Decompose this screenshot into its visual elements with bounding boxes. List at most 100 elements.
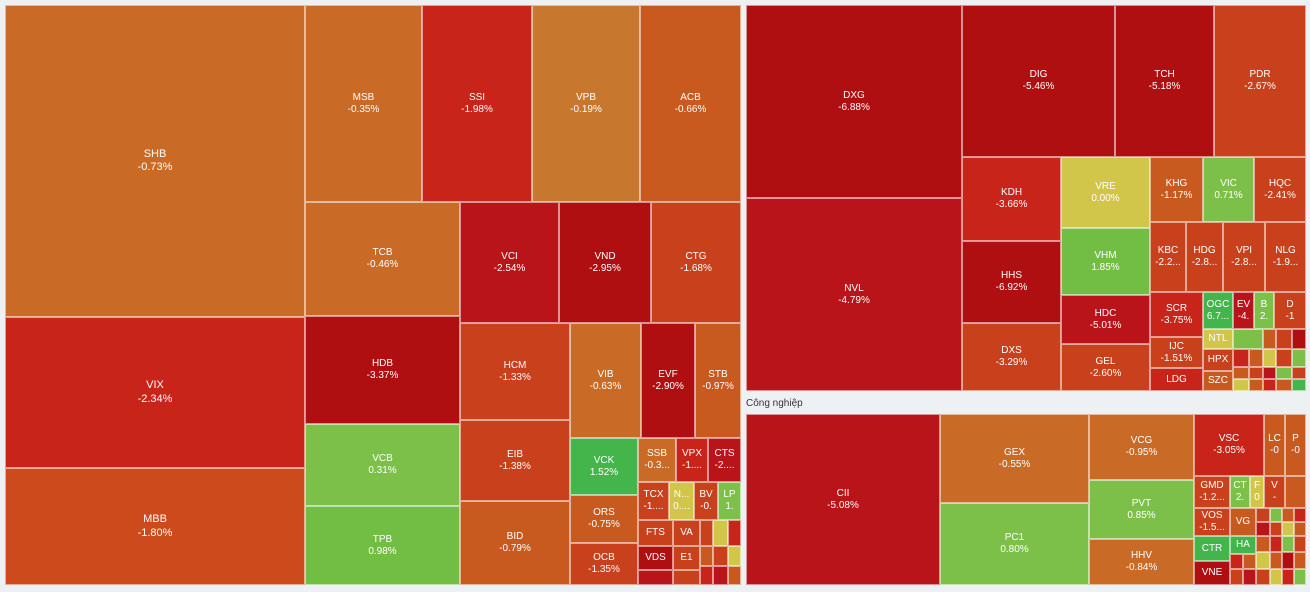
- tile-small[interactable]: [1285, 476, 1306, 508]
- tile-small[interactable]: [1263, 367, 1276, 379]
- tile-eib[interactable]: EIB -1.38%: [460, 420, 570, 501]
- tile-b[interactable]: B 2.: [1254, 292, 1274, 329]
- tile-dig[interactable]: DIG -5.46%: [962, 5, 1115, 157]
- tile-ijc[interactable]: IJC -1.51%: [1150, 337, 1203, 368]
- tile-small[interactable]: [1233, 367, 1249, 379]
- tile-ntl[interactable]: NTL: [1203, 329, 1233, 349]
- tile-small[interactable]: [1233, 379, 1249, 391]
- tile-small[interactable]: [1292, 379, 1306, 391]
- tile-stb[interactable]: STB -0.97%: [695, 323, 741, 438]
- tile-small[interactable]: [1276, 367, 1292, 379]
- tile-vib[interactable]: VIB -0.63%: [570, 323, 641, 438]
- tile-vnd[interactable]: VND -2.95%: [559, 202, 651, 323]
- tile-shb[interactable]: SHB -0.73%: [5, 5, 305, 317]
- tile-small[interactable]: [1282, 552, 1294, 569]
- tile-ocb[interactable]: OCB -1.35%: [570, 543, 638, 585]
- tile-nvl[interactable]: NVL -4.79%: [746, 198, 962, 391]
- tile-small[interactable]: [1256, 508, 1270, 522]
- tile-small[interactable]: [1263, 379, 1276, 391]
- tile-small[interactable]: [728, 520, 741, 546]
- tile-small[interactable]: [1294, 552, 1306, 569]
- tile-ct[interactable]: CT 2.: [1230, 476, 1250, 508]
- tile-hcm[interactable]: HCM -1.33%: [460, 323, 570, 420]
- tile-small[interactable]: [1230, 569, 1243, 585]
- tile-p[interactable]: P -0: [1285, 414, 1306, 476]
- tile-small[interactable]: [1292, 329, 1306, 349]
- tile-vpx[interactable]: VPX -1....: [676, 438, 708, 482]
- tile-vne[interactable]: VNE: [1194, 561, 1230, 585]
- tile-small[interactable]: [1249, 349, 1263, 367]
- tile-bv[interactable]: BV -0.: [694, 482, 718, 520]
- tile-n[interactable]: N... 0....: [669, 482, 694, 520]
- tile-vcg[interactable]: VCG -0.95%: [1089, 414, 1194, 480]
- tile-small[interactable]: [700, 546, 713, 566]
- tile-va[interactable]: VA: [673, 520, 700, 546]
- tile-small[interactable]: [1270, 552, 1282, 569]
- tile-tpb[interactable]: TPB 0.98%: [305, 506, 460, 585]
- tile-vcb[interactable]: VCB 0.31%: [305, 424, 460, 506]
- tile-small[interactable]: [1282, 569, 1294, 585]
- tile-scr[interactable]: SCR -3.75%: [1150, 292, 1203, 337]
- tile-cii[interactable]: CII -5.08%: [746, 414, 940, 585]
- tile-tch[interactable]: TCH -5.18%: [1115, 5, 1214, 157]
- tile-small[interactable]: [1294, 536, 1306, 552]
- tile-hpx[interactable]: HPX: [1203, 349, 1233, 371]
- tile-e1[interactable]: E1: [673, 546, 700, 570]
- tile-small[interactable]: [700, 520, 713, 546]
- tile-small[interactable]: [1249, 367, 1263, 379]
- tile-hqc[interactable]: HQC -2.41%: [1254, 157, 1306, 222]
- tile-small[interactable]: [1256, 536, 1270, 552]
- tile-ogc[interactable]: OGC 6.7...: [1203, 292, 1233, 329]
- tile-msb[interactable]: MSB -0.35%: [305, 5, 422, 202]
- tile-small[interactable]: [1292, 367, 1306, 379]
- tile-small[interactable]: [1276, 329, 1292, 349]
- tile-acb[interactable]: ACB -0.66%: [640, 5, 741, 202]
- tile-bid[interactable]: BID -0.79%: [460, 501, 570, 585]
- tile-dxs[interactable]: DXS -3.29%: [962, 323, 1061, 391]
- tile-vix[interactable]: VIX -2.34%: [5, 317, 305, 468]
- tile-d[interactable]: D -1: [1274, 292, 1306, 329]
- tile-kdh[interactable]: KDH -3.66%: [962, 157, 1061, 241]
- tile-ev[interactable]: EV -4.: [1233, 292, 1254, 329]
- tile-pvt[interactable]: PVT 0.85%: [1089, 480, 1194, 539]
- tile-ssi[interactable]: SSI -1.98%: [422, 5, 532, 202]
- tile-hhv[interactable]: HHV -0.84%: [1089, 539, 1194, 585]
- tile-hdb[interactable]: HDB -3.37%: [305, 316, 460, 424]
- tile-vsc[interactable]: VSC -3.05%: [1194, 414, 1264, 476]
- tile-small[interactable]: [1233, 349, 1249, 367]
- tile-small[interactable]: [700, 566, 713, 585]
- tile-dxg[interactable]: DXG -6.88%: [746, 5, 962, 198]
- tile-small[interactable]: [1292, 349, 1306, 367]
- tile-small[interactable]: [1276, 379, 1292, 391]
- tile-ssb[interactable]: SSB -0.3...: [638, 438, 676, 482]
- tile-small[interactable]: [713, 566, 728, 585]
- tile-small[interactable]: [1294, 569, 1306, 585]
- tile-small[interactable]: [1256, 522, 1270, 536]
- tile-small[interactable]: [673, 570, 700, 585]
- tile-gmd[interactable]: GMD -1.2...: [1194, 476, 1230, 508]
- tile-small[interactable]: [1282, 508, 1294, 522]
- tile-small[interactable]: [1294, 508, 1306, 522]
- tile-vpi[interactable]: VPI -2.8...: [1223, 222, 1265, 292]
- tile-vhm[interactable]: VHM 1.85%: [1061, 228, 1150, 295]
- tile-kbc[interactable]: KBC -2.2...: [1150, 222, 1186, 292]
- tile-small[interactable]: [728, 566, 741, 585]
- tile-mbb[interactable]: MBB -1.80%: [5, 468, 305, 585]
- tile-small[interactable]: [638, 570, 673, 585]
- tile-tcx[interactable]: TCX -1....: [638, 482, 669, 520]
- tile-small[interactable]: [1270, 522, 1282, 536]
- tile-small[interactable]: [1230, 554, 1243, 569]
- tile-small[interactable]: [728, 546, 741, 566]
- tile-vck[interactable]: VCK 1.52%: [570, 438, 638, 495]
- tile-szc[interactable]: SZC: [1203, 371, 1233, 391]
- tile-pc1[interactable]: PC1 0.80%: [940, 503, 1089, 585]
- tile-gel[interactable]: GEL -2.60%: [1061, 344, 1150, 391]
- tile-cts[interactable]: CTS -2....: [708, 438, 741, 482]
- tile-small[interactable]: [713, 520, 728, 546]
- tile-vds[interactable]: VDS: [638, 546, 673, 570]
- tile-ctr[interactable]: CTR: [1194, 536, 1230, 561]
- tile-hdg[interactable]: HDG -2.8...: [1186, 222, 1223, 292]
- tile-small[interactable]: [1270, 569, 1282, 585]
- tile-hhs[interactable]: HHS -6.92%: [962, 241, 1061, 323]
